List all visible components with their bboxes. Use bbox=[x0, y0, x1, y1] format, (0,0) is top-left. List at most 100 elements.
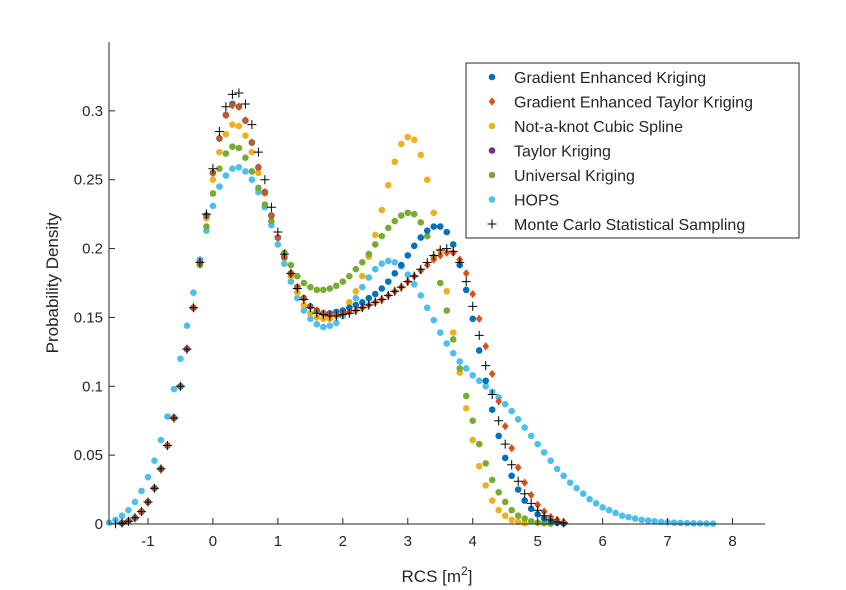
data-point-hops bbox=[333, 319, 340, 327]
data-point-hops bbox=[553, 465, 561, 473]
data-point-universal-kriging bbox=[521, 515, 528, 522]
x-axis-label-text: RCS [m bbox=[402, 567, 462, 586]
data-point-hops bbox=[229, 165, 236, 172]
data-point-not-a-knot-cubic-spline bbox=[391, 158, 399, 166]
data-point-monte-carlo-statistical-sampling bbox=[552, 517, 562, 527]
data-point-gradient-enhanced-kriging bbox=[378, 285, 386, 292]
x-tick-label: 5 bbox=[534, 533, 542, 550]
data-point-gradient-enhanced-kriging bbox=[501, 454, 509, 462]
data-point-gradient-enhanced-taylor-kriging bbox=[222, 110, 230, 120]
data-point-hops bbox=[599, 504, 606, 511]
data-point-not-a-knot-cubic-spline bbox=[235, 122, 243, 130]
legend: Gradient Enhanced Kriging Gradient Enhanc… bbox=[465, 62, 800, 239]
data-point-universal-kriging bbox=[404, 209, 412, 217]
data-point-hops bbox=[683, 519, 691, 527]
data-point-hops bbox=[670, 519, 678, 526]
data-point-monte-carlo-statistical-sampling bbox=[221, 102, 231, 112]
data-point-hops bbox=[430, 316, 438, 324]
data-point-monte-carlo-statistical-sampling bbox=[481, 361, 491, 371]
data-point-gradient-enhanced-taylor-kriging bbox=[436, 251, 444, 260]
x-axis-label: RCS [m2] bbox=[402, 564, 473, 586]
data-point-hops bbox=[651, 517, 658, 525]
data-point-gradient-enhanced-taylor-kriging bbox=[248, 138, 256, 147]
data-point-not-a-knot-cubic-spline bbox=[229, 121, 236, 128]
data-point-gradient-enhanced-taylor-kriging bbox=[469, 289, 477, 299]
data-point-universal-kriging bbox=[540, 519, 548, 527]
legend-item: HOPS bbox=[488, 193, 559, 210]
data-point-hops bbox=[177, 355, 184, 363]
data-point-not-a-knot-cubic-spline bbox=[248, 148, 256, 156]
data-point-hops bbox=[631, 515, 639, 522]
data-point-hops bbox=[605, 506, 613, 514]
data-point-monte-carlo-statistical-sampling bbox=[474, 330, 484, 340]
data-point-not-a-knot-cubic-spline bbox=[209, 176, 217, 184]
data-point-monte-carlo-statistical-sampling bbox=[513, 476, 523, 486]
data-point-monte-carlo-statistical-sampling bbox=[546, 515, 556, 525]
data-point-universal-kriging bbox=[320, 286, 327, 294]
data-point-gradient-enhanced-taylor-kriging bbox=[488, 369, 496, 379]
data-point-monte-carlo-statistical-sampling bbox=[273, 227, 283, 237]
data-point-universal-kriging bbox=[203, 223, 210, 230]
data-point-gradient-enhanced-taylor-kriging bbox=[229, 101, 236, 110]
data-point-hops bbox=[170, 385, 178, 393]
legend-label: Gradient Enhanced Taylor Kriging bbox=[514, 95, 753, 112]
legend-label: Universal Kriging bbox=[514, 168, 635, 185]
data-point-universal-kriging bbox=[346, 272, 353, 280]
data-point-monte-carlo-statistical-sampling bbox=[487, 390, 497, 400]
data-point-monte-carlo-statistical-sampling bbox=[409, 271, 419, 281]
data-point-monte-carlo-statistical-sampling bbox=[455, 257, 465, 267]
data-point-hops bbox=[371, 265, 379, 273]
data-point-hops bbox=[501, 400, 509, 408]
data-point-monte-carlo-statistical-sampling bbox=[156, 464, 166, 474]
data-point-monte-carlo-statistical-sampling bbox=[500, 439, 510, 449]
data-point-monte-carlo-statistical-sampling bbox=[130, 513, 140, 523]
x-tick-label: 4 bbox=[469, 533, 477, 550]
data-point-universal-kriging bbox=[248, 168, 256, 175]
data-point-monte-carlo-statistical-sampling bbox=[240, 99, 250, 109]
data-point-gradient-enhanced-taylor-kriging bbox=[261, 187, 269, 197]
x-tick-label: 6 bbox=[598, 533, 606, 550]
data-point-hops bbox=[378, 260, 386, 268]
data-point-hops bbox=[469, 371, 477, 379]
data-point-gradient-enhanced-kriging bbox=[521, 497, 528, 504]
y-axis-label: Probability Density bbox=[43, 212, 62, 353]
x-tick-label: 2 bbox=[339, 533, 347, 550]
data-point-universal-kriging bbox=[436, 279, 444, 287]
data-point-hops bbox=[644, 517, 652, 524]
data-point-not-a-knot-cubic-spline bbox=[378, 206, 386, 214]
data-point-hops bbox=[131, 498, 139, 506]
legend-box bbox=[465, 62, 800, 239]
data-point-hops bbox=[151, 457, 158, 464]
data-point-gradient-enhanced-kriging bbox=[462, 286, 470, 294]
data-point-hops bbox=[222, 172, 230, 179]
data-point-not-a-knot-cubic-spline bbox=[495, 506, 503, 514]
legend-marker bbox=[487, 219, 497, 229]
x-axis-label-superscript: 2 bbox=[461, 564, 468, 578]
x-axis-label-close: ] bbox=[468, 567, 473, 586]
data-point-gradient-enhanced-taylor-kriging bbox=[475, 314, 483, 324]
data-point-monte-carlo-statistical-sampling bbox=[468, 301, 478, 311]
data-point-hops bbox=[417, 292, 425, 299]
data-point-gradient-enhanced-taylor-kriging bbox=[462, 269, 470, 278]
data-point-monte-carlo-statistical-sampling bbox=[461, 277, 471, 287]
data-point-universal-kriging bbox=[222, 150, 230, 157]
data-point-universal-kriging bbox=[371, 241, 379, 248]
legend-item: Universal Kriging bbox=[488, 168, 635, 185]
data-point-monte-carlo-statistical-sampling bbox=[442, 244, 452, 254]
data-point-gradient-enhanced-kriging bbox=[417, 234, 425, 241]
data-point-not-a-knot-cubic-spline bbox=[417, 151, 425, 159]
data-point-monte-carlo-statistical-sampling bbox=[526, 498, 536, 508]
data-point-gradient-enhanced-kriging bbox=[436, 223, 444, 230]
x-tick-label: 0 bbox=[209, 533, 217, 550]
y-axis-ticks: 0 0.05 0.1 0.15 0.2 0.25 0.3 bbox=[74, 103, 115, 533]
x-tick-label: 1 bbox=[274, 533, 282, 550]
data-point-not-a-knot-cubic-spline bbox=[222, 130, 230, 138]
data-point-universal-kriging bbox=[307, 283, 314, 291]
data-point-hops bbox=[274, 241, 282, 248]
data-point-monte-carlo-statistical-sampling bbox=[370, 297, 380, 307]
data-point-monte-carlo-statistical-sampling bbox=[331, 311, 341, 321]
data-point-not-a-knot-cubic-spline bbox=[508, 516, 515, 524]
data-point-monte-carlo-statistical-sampling bbox=[149, 483, 159, 493]
data-point-gradient-enhanced-kriging bbox=[430, 223, 438, 230]
data-point-gradient-enhanced-kriging bbox=[475, 347, 483, 354]
